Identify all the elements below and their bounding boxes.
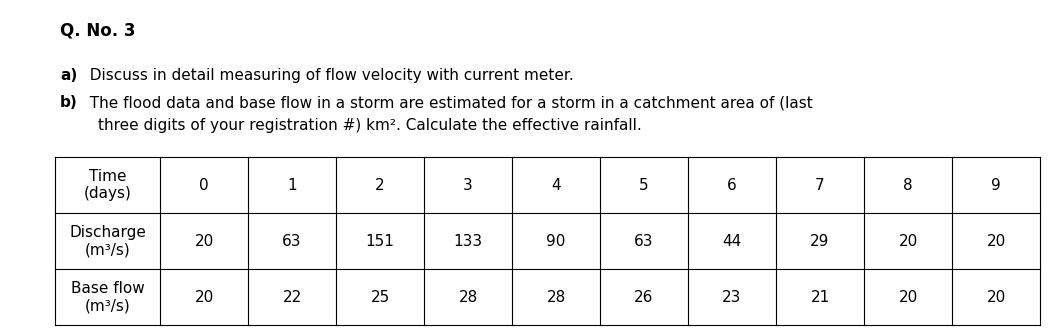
Text: Discharge
(m³/s): Discharge (m³/s) [69, 225, 146, 257]
Text: 28: 28 [458, 290, 478, 304]
Text: 133: 133 [454, 233, 482, 248]
Text: 2: 2 [375, 178, 385, 193]
Text: 26: 26 [634, 290, 654, 304]
Text: Discuss in detail measuring of flow velocity with current meter.: Discuss in detail measuring of flow velo… [80, 68, 573, 83]
Text: 44: 44 [722, 233, 742, 248]
Text: Q. No. 3: Q. No. 3 [60, 22, 136, 40]
Text: 28: 28 [546, 290, 566, 304]
Text: Time
(days): Time (days) [84, 169, 131, 201]
Text: a): a) [60, 68, 77, 83]
Text: 3: 3 [463, 178, 473, 193]
Text: 29: 29 [810, 233, 830, 248]
Text: 8: 8 [903, 178, 913, 193]
Text: 1: 1 [287, 178, 297, 193]
Text: 90: 90 [546, 233, 566, 248]
Text: three digits of your registration #) km². Calculate the effective rainfall.: three digits of your registration #) km²… [98, 118, 641, 133]
Text: Base flow
(m³/s): Base flow (m³/s) [71, 281, 144, 313]
Text: 0: 0 [199, 178, 209, 193]
Text: 63: 63 [282, 233, 302, 248]
Text: 20: 20 [987, 290, 1006, 304]
Text: 20: 20 [899, 233, 918, 248]
Text: 20: 20 [194, 233, 214, 248]
Text: 20: 20 [987, 233, 1006, 248]
Text: 4: 4 [551, 178, 561, 193]
Text: 151: 151 [366, 233, 394, 248]
Text: 5: 5 [639, 178, 649, 193]
Text: 25: 25 [370, 290, 390, 304]
Text: 20: 20 [899, 290, 918, 304]
Text: 9: 9 [991, 178, 1001, 193]
Text: 7: 7 [815, 178, 825, 193]
Text: 22: 22 [282, 290, 302, 304]
Text: 21: 21 [811, 290, 830, 304]
Text: The flood data and base flow in a storm are estimated for a storm in a catchment: The flood data and base flow in a storm … [80, 95, 813, 110]
Text: b): b) [60, 95, 77, 110]
Text: 23: 23 [722, 290, 742, 304]
Text: 6: 6 [727, 178, 737, 193]
Text: 20: 20 [194, 290, 214, 304]
Text: 63: 63 [634, 233, 654, 248]
